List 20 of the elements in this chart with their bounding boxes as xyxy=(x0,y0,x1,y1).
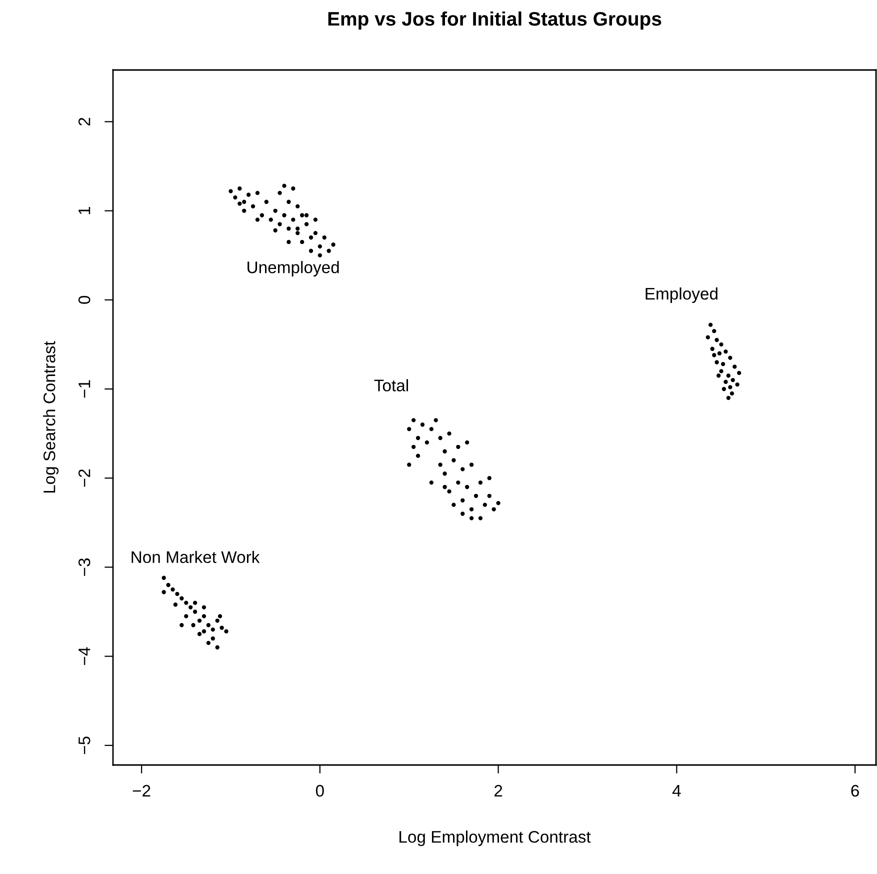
y-tick-label: 1 xyxy=(78,206,90,214)
annotation: Unemployed xyxy=(248,261,339,277)
chart-title: Emp vs Jos for Initial Status Groups xyxy=(328,11,662,30)
x-tick-label: 2 xyxy=(494,784,502,797)
annotation: Non Market Work xyxy=(132,550,260,564)
y-tick-label: 2 xyxy=(78,118,90,126)
y-tick-label: −5 xyxy=(78,736,90,754)
x-axis-title: Log Employment Contrast xyxy=(400,830,591,846)
x-tick-label: 6 xyxy=(851,784,859,797)
annotation: Employed xyxy=(646,287,718,303)
y-tick-label: −3 xyxy=(78,558,90,576)
y-axis-title: Log Search Contrast xyxy=(43,341,59,493)
y-tick-label: −4 xyxy=(78,647,90,665)
y-tick-label: −1 xyxy=(78,380,90,398)
x-tick-label: −2 xyxy=(132,784,150,797)
x-tick-label: 0 xyxy=(316,784,324,797)
y-tick-label: 0 xyxy=(78,296,90,304)
y-tick-label: −2 xyxy=(78,469,90,487)
x-tick-label: 4 xyxy=(672,785,681,797)
annotation: Total xyxy=(374,379,408,392)
